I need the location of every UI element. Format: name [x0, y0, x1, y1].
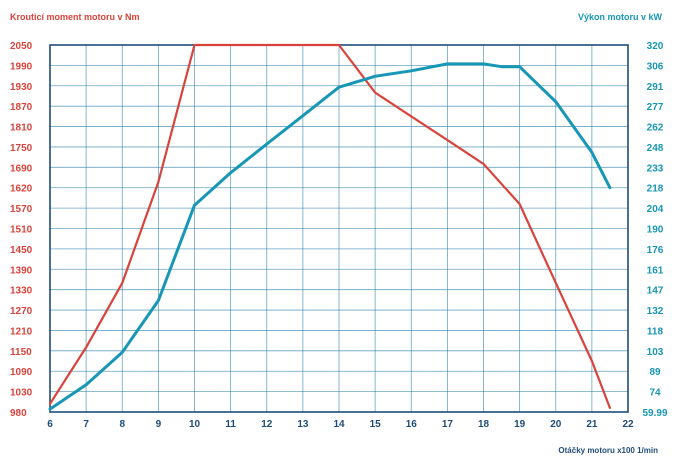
torque-line	[48, 43, 612, 409]
x-tick-label: 22	[622, 419, 634, 430]
right-y-tick-label: 291	[647, 82, 664, 93]
right-y-tick-label: 59.99	[642, 408, 667, 419]
right-y-tick-label: 218	[647, 184, 664, 195]
left-y-tick-label: 1030	[10, 388, 33, 399]
x-tick-label: 15	[370, 419, 382, 430]
right-y-tick-label: 306	[647, 61, 664, 72]
left-y-tick-label: 1870	[10, 102, 33, 113]
left-y-tick-label: 1990	[10, 61, 33, 72]
left-y-tick-label: 1570	[10, 204, 33, 215]
left-y-tick-label: 980	[10, 408, 27, 419]
right-y-tick-label: 320	[647, 41, 664, 52]
right-y-tick-label: 132	[647, 306, 664, 317]
right-y-tick-label: 233	[647, 163, 664, 174]
left-y-tick-label: 1750	[10, 143, 33, 154]
power-line	[48, 62, 612, 411]
series-layer	[48, 43, 612, 411]
x-axis-title: Otáčky motoru x100 1/min	[558, 446, 658, 455]
right-y-tick-label: 161	[647, 265, 664, 276]
right-y-tick-label: 176	[647, 245, 664, 256]
left-y-tick-label: 1090	[10, 367, 33, 378]
left-y-tick-label: 1150	[10, 347, 32, 358]
right-y-tick-label: 262	[647, 123, 664, 134]
right-y-tick-label: 89	[649, 367, 661, 378]
right-axis-title: Výkon motoru v kW	[577, 12, 662, 22]
left-y-tick-label: 1690	[10, 163, 33, 174]
x-tick-label: 13	[297, 419, 309, 430]
right-y-tick-label: 248	[647, 143, 664, 154]
right-y-tick-label: 74	[649, 388, 661, 399]
left-y-tick-label: 1810	[10, 123, 33, 134]
left-y-tick-label: 1510	[10, 225, 33, 236]
x-tick-label: 7	[83, 419, 89, 430]
x-tick-label: 18	[478, 419, 490, 430]
x-tick-label: 14	[333, 419, 345, 430]
right-y-tick-label: 103	[647, 347, 664, 358]
x-tick-label: 20	[550, 419, 562, 430]
right-y-tick-label: 190	[647, 225, 664, 236]
left-axis-title: Krouticí moment motoru v Nm	[10, 12, 140, 22]
left-y-tick-label: 1210	[10, 326, 33, 337]
grid	[49, 44, 629, 413]
x-tick-label: 12	[261, 419, 273, 430]
x-tick-label: 9	[156, 419, 162, 430]
left-y-tick-label: 1390	[10, 265, 33, 276]
x-tick-label: 21	[586, 419, 598, 430]
left-y-tick-label: 1930	[10, 82, 33, 93]
right-y-tick-label: 277	[647, 102, 664, 113]
x-tick-label: 19	[514, 419, 526, 430]
right-y-tick-label: 118	[647, 326, 664, 337]
left-y-tick-label: 1450	[10, 245, 33, 256]
x-tick-label: 8	[119, 419, 125, 430]
left-y-tick-label: 1620	[10, 184, 33, 195]
tick-labels: 6 7 8 9 10 11 12 13 14 15 16 17 18 19 20 21 222050199019…	[10, 41, 668, 430]
left-y-tick-label: 1330	[10, 286, 33, 297]
x-tick-label: 6	[47, 419, 53, 430]
x-tick-label: 17	[442, 419, 454, 430]
left-y-tick-label: 1270	[10, 306, 33, 317]
right-y-tick-label: 147	[647, 286, 664, 297]
x-tick-label: 11	[225, 419, 236, 430]
x-tick-label: 10	[189, 419, 201, 430]
left-y-tick-label: 2050	[10, 41, 33, 52]
x-tick-label: 16	[406, 419, 418, 430]
right-y-tick-label: 204	[647, 204, 664, 215]
